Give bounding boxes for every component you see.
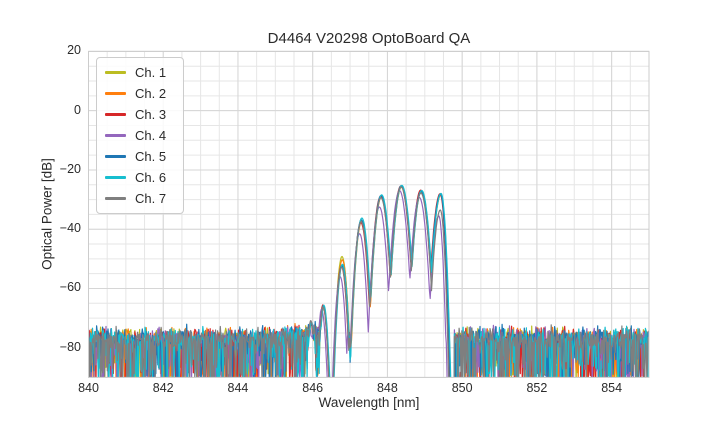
legend-label: Ch. 2 bbox=[135, 86, 167, 101]
legend-item-ch7: Ch. 7 bbox=[97, 188, 183, 209]
legend-line-swatch bbox=[105, 113, 126, 116]
legend-label: Ch. 6 bbox=[135, 170, 167, 185]
legend-line-swatch bbox=[105, 176, 126, 179]
x-tick-label: 846 bbox=[302, 381, 324, 395]
legend-label: Ch. 1 bbox=[135, 65, 167, 80]
legend-line-swatch bbox=[105, 197, 126, 200]
legend: Ch. 1 Ch. 2 Ch. 3 Ch. 4 Ch. 5 Ch. 6 Ch. 7 bbox=[96, 57, 184, 214]
series-line-6 bbox=[88, 184, 649, 378]
x-axis-label: Wavelength [nm] bbox=[318, 395, 420, 410]
y-tick-label: 0 bbox=[74, 102, 81, 117]
y-tick-label: 20 bbox=[67, 43, 81, 58]
x-tick-label: 848 bbox=[376, 381, 398, 395]
legend-label: Ch. 5 bbox=[135, 149, 167, 164]
legend-item-ch3: Ch. 3 bbox=[97, 104, 183, 125]
legend-label: Ch. 3 bbox=[135, 107, 167, 122]
y-tick-label: −40 bbox=[59, 221, 81, 236]
legend-item-ch4: Ch. 4 bbox=[97, 125, 183, 146]
legend-line-swatch bbox=[105, 155, 126, 158]
x-tick-label: 854 bbox=[601, 381, 623, 395]
legend-item-ch1: Ch. 1 bbox=[97, 62, 183, 83]
series-line-7 bbox=[88, 186, 649, 378]
chart-title: D4464 V20298 OptoBoard QA bbox=[267, 30, 471, 47]
x-tick-label: 842 bbox=[152, 381, 174, 395]
legend-item-ch5: Ch. 5 bbox=[97, 146, 183, 167]
legend-line-swatch bbox=[105, 92, 126, 95]
legend-line-swatch bbox=[105, 71, 126, 74]
legend-label: Ch. 4 bbox=[135, 128, 167, 143]
y-tick-label: −80 bbox=[59, 339, 81, 354]
legend-item-ch2: Ch. 2 bbox=[97, 83, 183, 104]
legend-item-ch6: Ch. 6 bbox=[97, 167, 183, 188]
x-tick-label: 840 bbox=[78, 381, 99, 395]
legend-label: Ch. 7 bbox=[135, 191, 167, 206]
y-tick-label: −60 bbox=[59, 280, 81, 295]
y-tick-label: −20 bbox=[59, 161, 81, 176]
x-tick-label: 850 bbox=[451, 381, 473, 395]
x-tick-label: 844 bbox=[227, 381, 249, 395]
legend-line-swatch bbox=[105, 134, 126, 137]
x-tick-label: 852 bbox=[526, 381, 548, 395]
